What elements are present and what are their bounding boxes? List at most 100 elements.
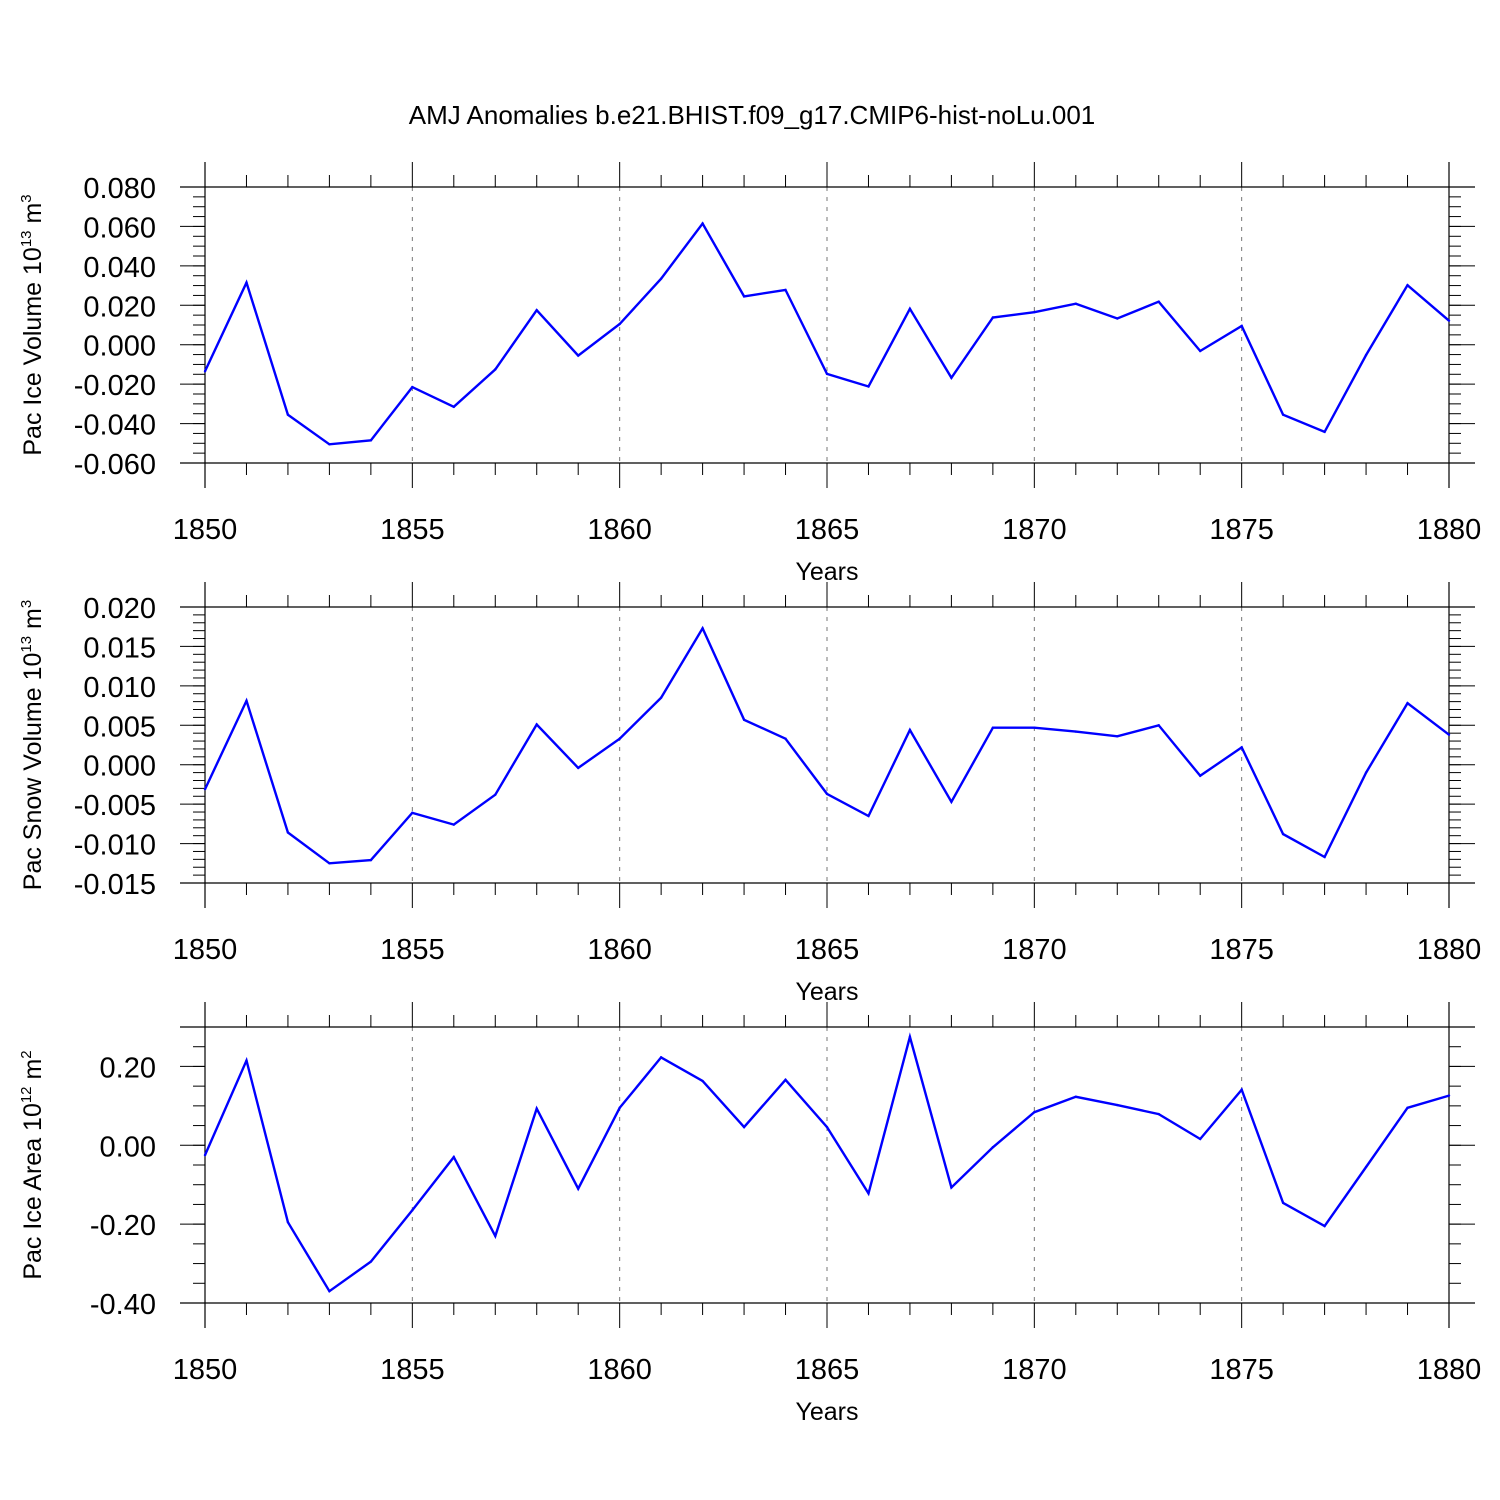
pac-ice-volume-point — [245, 281, 248, 284]
pac-ice-volume-point — [1281, 413, 1285, 416]
pac-ice-volume-point — [1447, 319, 1451, 322]
y-axis-label-unit: m — [19, 203, 47, 231]
x-tick-label: 1850 — [173, 1354, 238, 1386]
y-tick-label: -0.040 — [74, 410, 156, 442]
pac-snow-volume-point — [1199, 774, 1202, 777]
x-tick-label: 1880 — [1417, 934, 1482, 966]
x-tick-label: 1870 — [1002, 934, 1067, 966]
pac-snow-volume-point — [245, 699, 248, 703]
x-tick-label: 1870 — [1002, 514, 1067, 546]
y-axis-label-base: Pac Ice Area 10 — [19, 1103, 47, 1280]
pac-ice-area-point — [1281, 1201, 1285, 1205]
pac-ice-volume-point — [825, 372, 829, 376]
pac-ice-area-point — [203, 1153, 207, 1157]
pac-snow-volume-point — [577, 766, 580, 770]
x-tick-label: 1875 — [1209, 514, 1274, 546]
pac-ice-volume-point — [1364, 353, 1368, 357]
pac-snow-volume-point — [825, 792, 829, 796]
pac-ice-area-point — [742, 1125, 746, 1129]
pac-ice-volume-point — [991, 316, 995, 319]
pac-snow-volume-point — [286, 831, 290, 834]
y-axis-label: Pac Ice Volume 1013 m3 — [18, 194, 47, 455]
pac-snow-volume-point — [867, 814, 870, 818]
x-tick-label: 1875 — [1209, 1354, 1274, 1386]
pac-ice-area-point — [908, 1035, 912, 1039]
pac-ice-volume-point — [1240, 324, 1243, 328]
y-axis-label-unit-exp: 2 — [18, 1050, 35, 1058]
pac-ice-area-point — [286, 1220, 290, 1224]
pac-ice-area-point — [867, 1192, 870, 1195]
pac-snow-volume-point — [742, 718, 746, 721]
pac-ice-area-point — [1033, 1110, 1036, 1114]
pac-snow-volume-point — [203, 787, 207, 791]
pac-ice-area-point — [411, 1209, 414, 1212]
pac-snow-volume-point — [1406, 702, 1409, 705]
x-tick-label: 1855 — [380, 934, 445, 966]
y-axis-label-base: Pac Snow Volume 10 — [19, 653, 47, 891]
pac-ice-area-point — [535, 1107, 538, 1110]
pac-ice-volume-point — [1157, 300, 1160, 303]
pac-ice-area-point — [1157, 1112, 1160, 1116]
y-tick-label: -0.40 — [90, 1289, 156, 1321]
pac-ice-area-point — [328, 1289, 331, 1293]
pac-snow-volume-point — [1033, 726, 1036, 729]
y-axis-label-exp: 13 — [18, 230, 35, 247]
pac-ice-area-point — [618, 1106, 621, 1110]
y-tick-label: 0.020 — [83, 593, 156, 625]
y-tick-label: 0.000 — [83, 331, 156, 363]
pac-ice-area-point — [245, 1059, 248, 1062]
pac-ice-volume-point — [494, 368, 497, 371]
pac-snow-volume-point — [950, 800, 953, 803]
pac-ice-area-series-line — [203, 1032, 1450, 1293]
pac-ice-volume-series-line — [203, 221, 1450, 446]
pac-snow-volume-point — [701, 627, 704, 630]
pac-ice-volume-point — [742, 295, 746, 298]
pac-ice-volume-panel: 1850 1855 1860 1865 1870 1875 1880 -0.060 -0.040… — [18, 162, 1481, 586]
pac-ice-volume-point — [1116, 317, 1119, 320]
y-axis-label: Pac Ice Area 1012 m2 — [18, 1050, 47, 1279]
pac-ice-volume-point — [452, 405, 455, 409]
pac-ice-area-point — [1074, 1095, 1078, 1098]
pac-ice-area-point — [659, 1056, 663, 1059]
pac-ice-volume-point — [659, 277, 663, 280]
pac-ice-area-point — [950, 1186, 953, 1189]
y-axis-label-unit-exp: 3 — [18, 194, 35, 202]
y-tick-label: 0.000 — [83, 751, 156, 783]
pac-snow-volume-point — [1281, 832, 1285, 836]
y-axis-label-unit: m — [19, 1059, 47, 1087]
pac-ice-volume-point — [1074, 302, 1078, 305]
x-tick-label: 1850 — [173, 514, 238, 546]
pac-snow-volume-point — [659, 696, 663, 699]
pac-ice-volume-point — [950, 376, 953, 380]
pac-ice-volume-point — [286, 413, 290, 416]
pac-ice-area-point — [494, 1234, 497, 1238]
pac-ice-volume-point — [1406, 283, 1409, 287]
x-tick-label: 1865 — [795, 934, 860, 966]
pac-ice-volume-point — [1199, 349, 1202, 353]
pac-ice-area-point — [701, 1079, 704, 1083]
pac-ice-volume-point — [784, 288, 787, 292]
pac-ice-volume-point — [618, 322, 621, 326]
pac-ice-volume-point — [577, 354, 580, 357]
pac-ice-area-point — [784, 1078, 787, 1082]
pac-ice-area-point — [1364, 1165, 1368, 1169]
x-tick-label: 1865 — [795, 514, 860, 546]
pac-ice-area-point — [991, 1146, 995, 1149]
pac-snow-volume-point — [1364, 771, 1368, 774]
pac-ice-volume-point — [411, 385, 414, 389]
pac-ice-area-point — [1447, 1094, 1451, 1097]
pac-snow-volume-point — [535, 723, 538, 726]
y-tick-label: 0.040 — [83, 252, 156, 284]
pac-ice-area-point — [1323, 1224, 1326, 1228]
pac-snow-volume-point — [494, 793, 497, 796]
y-tick-label: -0.015 — [74, 869, 156, 901]
x-tick-label: 1855 — [380, 1354, 445, 1386]
pac-ice-volume-point — [328, 443, 331, 446]
pac-snow-volume-panel: 1850 1855 1860 1865 1870 1875 1880 -0.015 -0.010… — [18, 582, 1481, 1006]
pac-snow-volume-point — [618, 737, 621, 740]
x-tick-label: 1860 — [587, 1354, 652, 1386]
pac-ice-volume-point — [203, 370, 207, 373]
y-axis-label-unit: m — [19, 608, 47, 636]
pac-snow-volume-point — [1116, 735, 1119, 738]
